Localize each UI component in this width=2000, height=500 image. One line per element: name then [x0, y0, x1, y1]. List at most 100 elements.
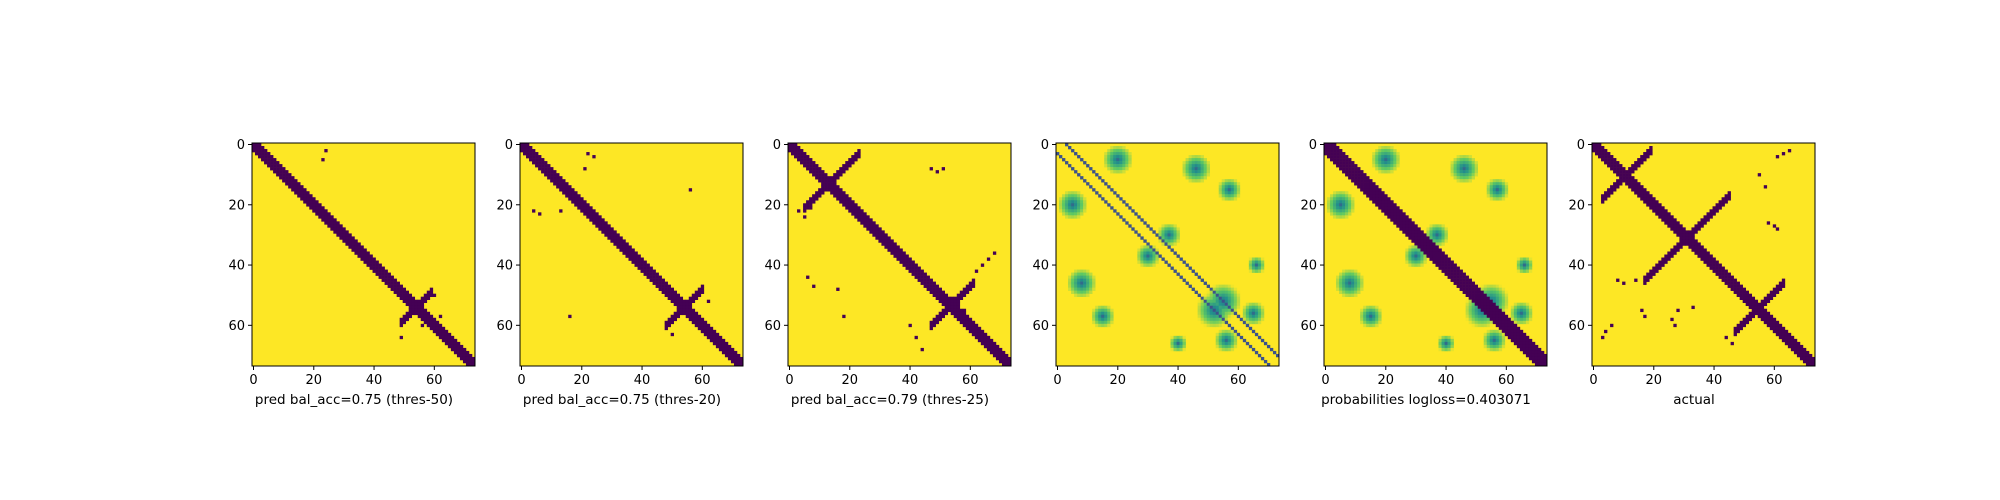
heatmap-cell [1336, 275, 1340, 279]
heatmap-cell [1351, 206, 1355, 210]
heatmap-cell [1799, 350, 1804, 355]
heatmap-cell [1137, 233, 1141, 237]
heatmap-cell [995, 347, 1000, 352]
heatmap-cell [1104, 155, 1108, 159]
heatmap-cell [1441, 251, 1445, 255]
heatmap-cell [1227, 317, 1232, 322]
heatmap-cell [1739, 284, 1743, 288]
y-tick-label: 40 [1568, 259, 1585, 274]
heatmap-cell [989, 347, 994, 352]
heatmap-cell [1345, 161, 1349, 165]
heatmap-cell [1275, 353, 1280, 358]
heatmap-cell [309, 194, 313, 198]
heatmap-cell [607, 227, 611, 231]
heatmap-cell [1438, 239, 1442, 243]
heatmap-cell [1218, 329, 1223, 334]
heatmap-cell [1640, 191, 1644, 195]
heatmap-cell [1182, 278, 1186, 282]
heatmap-cell [1655, 263, 1659, 267]
heatmap-cell [459, 347, 464, 352]
heatmap-cell [1480, 317, 1485, 322]
heatmap-cell [824, 185, 828, 189]
heatmap-cell [1489, 311, 1494, 316]
heatmap-cell [1736, 290, 1740, 294]
heatmap-cell [962, 323, 967, 328]
heatmap-cell [1092, 314, 1096, 319]
heatmap-cell [944, 302, 949, 307]
heatmap-cell [1254, 317, 1259, 322]
heatmap-cell [1495, 188, 1500, 192]
heatmap-cell [1489, 347, 1494, 352]
heatmap-cell [962, 320, 967, 325]
heatmap-cell [1408, 236, 1412, 240]
heatmap-cell [1405, 221, 1409, 225]
heatmap-cell [712, 338, 717, 343]
heatmap-cell [1236, 314, 1241, 319]
heatmap-cell [1438, 227, 1442, 231]
heatmap-cell [1417, 254, 1421, 258]
y-tick-label: 20 [228, 198, 245, 213]
heatmap-cell [1345, 155, 1349, 159]
heatmap-cell [1161, 239, 1165, 243]
heatmap-cell [1652, 197, 1656, 201]
heatmap-cell [1242, 320, 1247, 325]
heatmap-cell [1092, 308, 1096, 313]
heatmap-cell [1206, 302, 1210, 307]
heatmap-cell [562, 179, 566, 183]
heatmap-cell [1062, 212, 1066, 216]
heatmap-cell [583, 212, 587, 216]
heatmap-cell [851, 206, 855, 210]
heatmap-cell [1212, 287, 1217, 291]
heatmap-cell [1489, 293, 1494, 297]
heatmap-cell [1754, 308, 1759, 313]
heatmap-cell [1146, 242, 1150, 246]
heatmap-cell [1164, 233, 1168, 237]
heatmap-cell [1483, 293, 1488, 297]
heatmap-cell [694, 323, 699, 328]
heatmap-cell [1516, 263, 1521, 267]
heatmap-cell [821, 182, 825, 186]
heatmap-cell [1155, 248, 1159, 252]
heatmap-cell [1426, 227, 1430, 231]
heatmap-cell [842, 197, 846, 201]
heatmap-cell [1432, 257, 1436, 261]
heatmap-cell [1465, 299, 1469, 304]
heatmap-cell [1802, 359, 1807, 364]
heatmap-cell [1068, 206, 1072, 210]
heatmap-cell [1456, 269, 1460, 273]
heatmap-cell [1224, 347, 1229, 352]
heatmap-cell [1179, 347, 1183, 352]
heatmap-cell [1619, 167, 1623, 171]
heatmap-cell [1384, 209, 1388, 213]
heatmap-cell [1625, 173, 1629, 177]
heatmap-cell [1107, 203, 1111, 207]
heatmap-cell [1257, 353, 1262, 358]
heatmap-cell [468, 362, 473, 367]
heatmap-cell [1399, 209, 1403, 213]
heatmap-cell [1525, 308, 1530, 313]
heatmap-cell [953, 296, 958, 300]
heatmap-cell [1342, 206, 1346, 210]
heatmap-cell [1351, 290, 1355, 294]
heatmap-cell [465, 353, 470, 358]
heatmap-cell [788, 146, 792, 150]
heatmap-cell [1489, 182, 1494, 186]
heatmap-cell [1339, 209, 1343, 213]
heatmap-cell [1170, 233, 1174, 237]
heatmap-cell [640, 257, 644, 261]
heatmap-cell [1604, 152, 1608, 156]
heatmap-cell [568, 191, 572, 195]
heatmap-cell [1381, 203, 1385, 207]
heatmap-cell [1393, 221, 1397, 225]
heatmap-cell [1477, 296, 1481, 300]
heatmap-cell [267, 152, 271, 156]
heatmap-cell [1483, 296, 1488, 300]
heatmap-cell [1348, 287, 1352, 291]
heatmap-cell [1498, 335, 1503, 340]
heatmap-cell [399, 320, 403, 325]
heatmap-cell [1086, 281, 1090, 285]
heatmap-cell [565, 194, 569, 198]
heatmap-cell [291, 179, 295, 183]
heatmap-cell [1739, 296, 1743, 300]
heatmap-cell [1709, 257, 1713, 261]
